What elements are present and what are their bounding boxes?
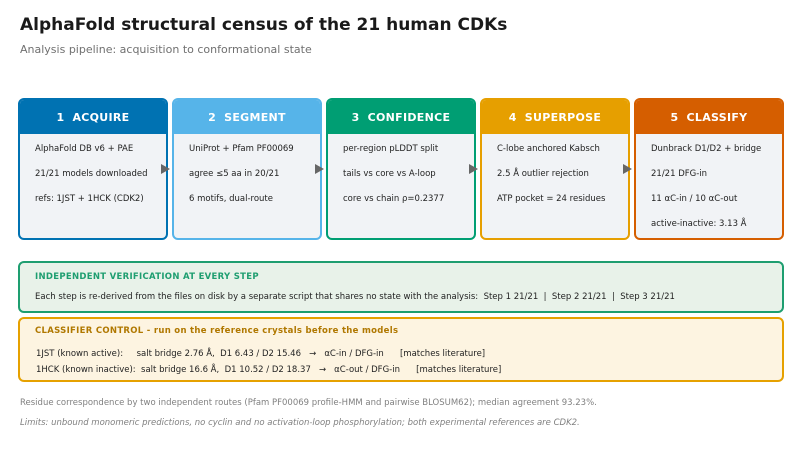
footnote: Limits: unbound monomeric predictions, n… xyxy=(20,418,580,428)
control-box: CLASSIFIER CONTROL - run on the referenc… xyxy=(18,317,784,382)
arrow xyxy=(315,164,324,174)
step-box: 5 CLASSIFY Dunbrack D1/D2 + bridge 21/21 DF… xyxy=(634,98,784,240)
control-row: 1JST (known active): salt bridge 2.76 Å,… xyxy=(36,349,486,359)
control-row: 1HCK (known inactive): salt bridge 16.6 … xyxy=(36,365,502,375)
step-number: 4 xyxy=(508,110,517,124)
title: AlphaFold structural census of the 21 hu… xyxy=(20,15,508,35)
step-line: agree ≤5 aa in 20/21 xyxy=(189,169,280,179)
verification-title: INDEPENDENT VERIFICATION AT EVERY STEP xyxy=(35,272,259,282)
footnote: Residue correspondence by two independen… xyxy=(20,398,597,408)
step-line: Dunbrack D1/D2 + bridge xyxy=(651,144,762,154)
step-box: 1 ACQUIRE AlphaFold DB v6 + PAE 21/21 model… xyxy=(18,98,168,240)
step-line: 2.5 Å outlier rejection xyxy=(497,169,589,179)
step-number: 5 xyxy=(670,110,679,124)
step-header: 1 ACQUIRE xyxy=(20,100,166,134)
step-box: 4 SUPERPOSE C-lobe anchored Kabsch 2.5 Å ou… xyxy=(480,98,630,240)
verification-text: Each step is re-derived from the files o… xyxy=(35,292,675,302)
arrow xyxy=(623,164,632,174)
step-line: ATP pocket = 24 residues xyxy=(497,194,606,204)
step-header: 2 SEGMENT xyxy=(174,100,320,134)
step-line: 21/21 models downloaded xyxy=(35,169,148,179)
step-box: 3 CONFIDENCE per-region pLDDT split tails v… xyxy=(326,98,476,240)
step-line: AlphaFold DB v6 + PAE xyxy=(35,144,134,154)
step-header: 3 CONFIDENCE xyxy=(328,100,474,134)
step-line: tails vs core vs A-loop xyxy=(343,169,436,179)
step-label: SEGMENT xyxy=(224,110,286,124)
step-line: 21/21 DFG-in xyxy=(651,169,708,179)
step-line: C-lobe anchored Kabsch xyxy=(497,144,600,154)
step-number: 1 xyxy=(56,110,65,124)
step-line: core vs chain ρ=0.2377 xyxy=(343,194,445,204)
step-label: SUPERPOSE xyxy=(524,110,602,124)
step-box: 2 SEGMENT UniProt + Pfam PF00069 agree ≤5 a… xyxy=(172,98,322,240)
step-line: per-region pLDDT split xyxy=(343,144,439,154)
step-number: 2 xyxy=(208,110,217,124)
step-label: CLASSIFY xyxy=(686,110,748,124)
step-line: refs: 1JST + 1HCK (CDK2) xyxy=(35,194,144,204)
subtitle: Analysis pipeline: acquisition to confor… xyxy=(20,43,312,56)
step-line: 11 αC-in / 10 αC-out xyxy=(651,194,738,204)
control-title: CLASSIFIER CONTROL - run on the referenc… xyxy=(35,326,399,336)
step-header: 4 SUPERPOSE xyxy=(482,100,628,134)
arrow xyxy=(469,164,478,174)
step-header: 5 CLASSIFY xyxy=(636,100,782,134)
step-line: active-inactive: 3.13 Å xyxy=(651,219,747,229)
step-line: UniProt + Pfam PF00069 xyxy=(189,144,294,154)
step-line: 6 motifs, dual-route xyxy=(189,194,273,204)
step-label: ACQUIRE xyxy=(72,110,130,124)
step-number: 3 xyxy=(351,110,360,124)
step-label: CONFIDENCE xyxy=(367,110,451,124)
arrow xyxy=(161,164,170,174)
verification-box: INDEPENDENT VERIFICATION AT EVERY STEP E… xyxy=(18,261,784,313)
